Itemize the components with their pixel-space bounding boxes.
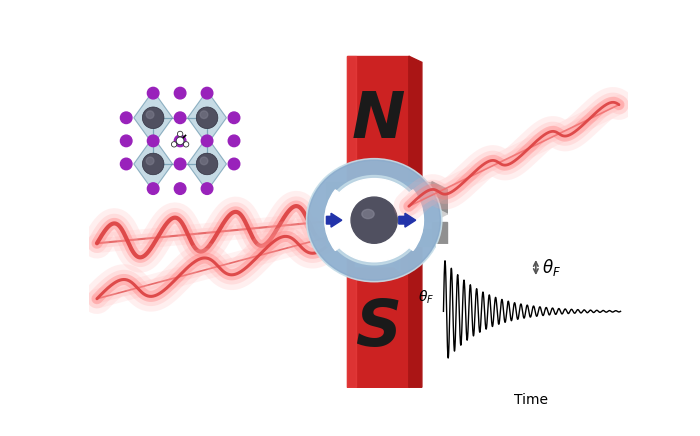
- Circle shape: [172, 142, 177, 147]
- Polygon shape: [188, 137, 227, 191]
- Ellipse shape: [362, 209, 375, 218]
- Circle shape: [174, 158, 186, 170]
- Circle shape: [200, 111, 208, 119]
- Text: S: S: [355, 297, 401, 359]
- Circle shape: [142, 107, 164, 129]
- Polygon shape: [347, 246, 356, 387]
- Text: $\theta_F$: $\theta_F$: [542, 257, 561, 278]
- Polygon shape: [393, 245, 400, 271]
- Circle shape: [148, 183, 159, 194]
- Text: $\theta_F$: $\theta_F$: [418, 289, 434, 306]
- Polygon shape: [432, 222, 447, 246]
- Circle shape: [202, 87, 213, 99]
- Circle shape: [176, 137, 183, 144]
- Circle shape: [120, 135, 132, 146]
- Circle shape: [174, 112, 186, 123]
- Circle shape: [183, 142, 189, 147]
- Circle shape: [202, 183, 213, 194]
- Polygon shape: [347, 56, 409, 182]
- Circle shape: [228, 135, 240, 146]
- Ellipse shape: [307, 159, 442, 282]
- Circle shape: [146, 157, 154, 165]
- Circle shape: [174, 135, 186, 146]
- Circle shape: [148, 87, 159, 99]
- Polygon shape: [188, 91, 227, 145]
- Circle shape: [174, 87, 186, 99]
- Circle shape: [196, 107, 218, 129]
- Circle shape: [202, 135, 213, 146]
- Polygon shape: [409, 240, 422, 387]
- Polygon shape: [347, 182, 422, 188]
- FancyArrow shape: [326, 213, 342, 227]
- Wedge shape: [374, 190, 423, 251]
- Polygon shape: [326, 206, 447, 214]
- Circle shape: [196, 153, 218, 175]
- Ellipse shape: [328, 179, 420, 262]
- FancyArrow shape: [399, 213, 416, 227]
- Circle shape: [146, 111, 154, 119]
- Polygon shape: [432, 182, 447, 214]
- Ellipse shape: [351, 197, 398, 243]
- Circle shape: [228, 112, 240, 123]
- Circle shape: [148, 135, 159, 146]
- Circle shape: [142, 153, 164, 175]
- Polygon shape: [134, 91, 173, 145]
- Wedge shape: [325, 190, 374, 251]
- Polygon shape: [134, 137, 173, 191]
- Circle shape: [120, 112, 132, 123]
- Polygon shape: [326, 229, 432, 246]
- Bar: [438, 245, 624, 383]
- Text: Time: Time: [514, 393, 548, 407]
- Circle shape: [228, 158, 240, 170]
- Polygon shape: [347, 246, 409, 387]
- Polygon shape: [326, 182, 432, 206]
- Ellipse shape: [308, 160, 440, 280]
- Circle shape: [177, 138, 183, 143]
- Polygon shape: [326, 214, 447, 222]
- Circle shape: [177, 131, 183, 136]
- Polygon shape: [355, 245, 393, 266]
- Polygon shape: [347, 56, 356, 182]
- Circle shape: [200, 157, 208, 165]
- Text: N: N: [351, 89, 405, 151]
- Polygon shape: [409, 56, 422, 188]
- Circle shape: [120, 158, 132, 170]
- Circle shape: [174, 183, 186, 194]
- Ellipse shape: [325, 176, 424, 265]
